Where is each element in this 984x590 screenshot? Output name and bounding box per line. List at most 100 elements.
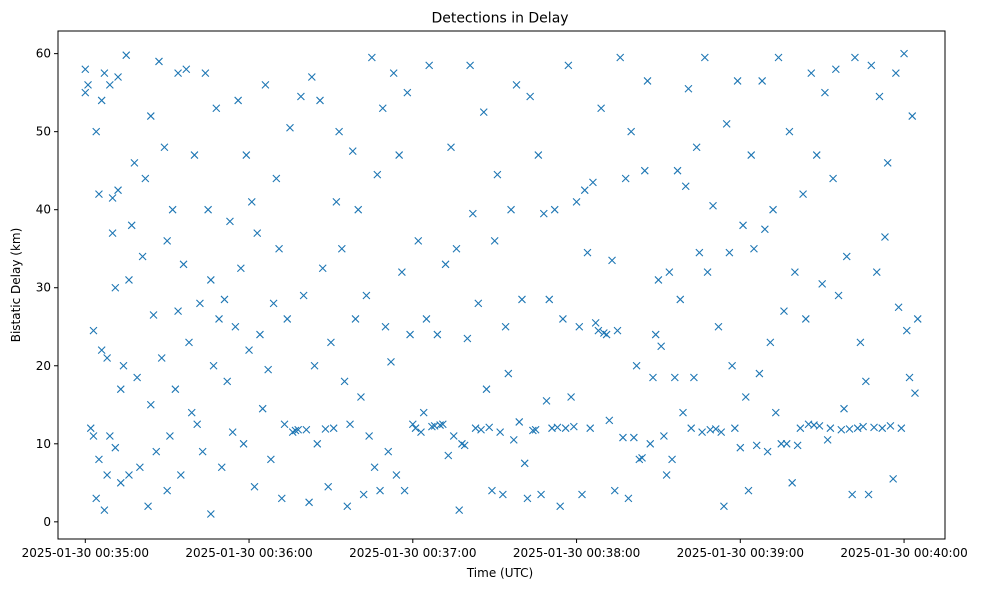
data-point [171, 385, 180, 394]
data-point [428, 422, 436, 431]
data-point [253, 229, 262, 237]
data-point [728, 361, 737, 370]
data-point [586, 424, 595, 433]
data-point [556, 502, 565, 511]
data-point [507, 205, 515, 214]
data-point [236, 264, 245, 273]
y-tick-label: 40 [36, 203, 51, 217]
data-point [842, 252, 851, 261]
data-point [610, 486, 619, 495]
data-point [299, 291, 308, 300]
data-point [711, 425, 720, 433]
data-point [122, 51, 131, 60]
data-point [826, 424, 835, 433]
data-point [575, 322, 584, 331]
data-point [520, 459, 529, 468]
data-point [157, 354, 166, 362]
data-point [561, 424, 570, 433]
data-point [608, 256, 616, 265]
data-point [206, 276, 215, 284]
data-point [291, 426, 300, 435]
data-point [95, 455, 103, 464]
data-point [97, 96, 106, 105]
data-point [605, 416, 614, 425]
data-point [447, 143, 455, 152]
data-point [859, 422, 868, 431]
data-point [774, 53, 783, 62]
data-point [867, 61, 876, 70]
data-point [438, 420, 447, 429]
data-point [275, 244, 283, 253]
data-point [231, 322, 240, 331]
data-point [807, 69, 816, 78]
data-point [780, 307, 788, 316]
data-point [769, 205, 777, 214]
data-point [703, 268, 712, 277]
data-point [269, 299, 278, 308]
data-point [114, 186, 122, 195]
data-point [477, 425, 485, 434]
data-point [198, 447, 207, 456]
data-point [695, 248, 704, 257]
data-point [272, 174, 281, 183]
data-point [245, 346, 253, 355]
data-point [657, 342, 666, 351]
data-point [488, 486, 496, 495]
data-point [791, 268, 799, 277]
data-point [580, 186, 589, 195]
data-point [119, 361, 128, 370]
data-point [479, 108, 488, 117]
data-point [578, 490, 586, 499]
data-point [799, 190, 807, 198]
data-point [613, 326, 622, 335]
data-point [815, 421, 824, 430]
y-axis-label: Bistatic Delay (km) [9, 228, 23, 343]
data-point [466, 61, 475, 70]
data-point [201, 69, 210, 78]
data-point [834, 291, 843, 300]
data-point [239, 439, 248, 448]
data-point [750, 244, 758, 253]
data-point [264, 365, 273, 374]
data-point [643, 77, 652, 85]
data-point [310, 361, 319, 370]
data-point [460, 441, 469, 450]
data-point [908, 112, 917, 120]
data-point [114, 73, 122, 81]
data-point [629, 433, 638, 442]
data-point [204, 205, 212, 214]
data-point [785, 127, 794, 136]
data-point [853, 424, 862, 433]
chart-title: Detections in Delay [431, 11, 568, 27]
data-point [594, 326, 603, 335]
data-point [777, 439, 786, 448]
data-point [512, 80, 521, 89]
data-point [411, 424, 420, 433]
data-point [531, 425, 540, 434]
data-point [875, 92, 884, 101]
data-point [733, 77, 742, 85]
data-point [504, 369, 513, 378]
data-point [897, 424, 906, 433]
data-point [256, 330, 264, 339]
data-point [690, 373, 698, 382]
data-point [97, 346, 106, 355]
data-point [515, 418, 524, 426]
data-point [176, 471, 185, 479]
x-tick-label: 2025-01-30 00:37:00 [349, 546, 476, 560]
data-point [149, 311, 158, 319]
data-point [720, 502, 728, 511]
data-point [589, 178, 597, 187]
data-point [528, 426, 537, 435]
data-point [190, 151, 199, 159]
data-point [452, 244, 461, 253]
data-point [474, 299, 483, 308]
data-point [684, 84, 693, 93]
data-point [886, 421, 895, 430]
data-point [881, 233, 889, 241]
data-point [700, 53, 709, 62]
data-point [329, 424, 338, 433]
data-point [392, 471, 401, 479]
data-point [471, 424, 480, 433]
data-point [698, 428, 706, 436]
